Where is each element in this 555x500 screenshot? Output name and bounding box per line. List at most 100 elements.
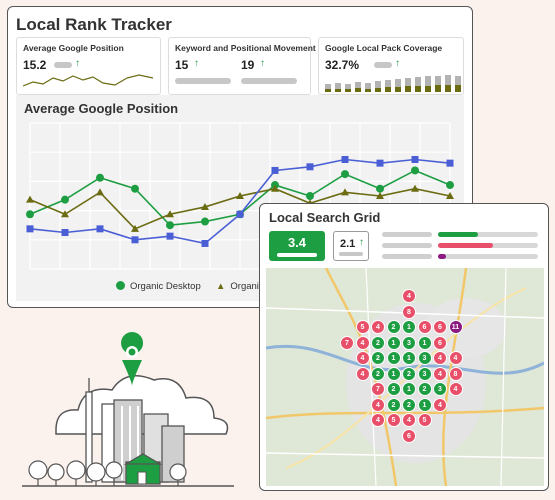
- grid-pin[interactable]: 4: [433, 366, 447, 381]
- grid-pin[interactable]: 2: [402, 397, 416, 412]
- grid-pin[interactable]: 8: [448, 366, 463, 381]
- grid-pin[interactable]: 5: [386, 413, 401, 427]
- grid-pin[interactable]: 4: [448, 351, 463, 365]
- data-point[interactable]: [411, 156, 419, 163]
- grid-pin[interactable]: 1: [386, 335, 401, 350]
- data-point[interactable]: [131, 224, 139, 232]
- data-point[interactable]: [376, 159, 384, 167]
- city-illustration: [22, 332, 234, 487]
- data-point[interactable]: [166, 210, 174, 218]
- grid-pin[interactable]: 1: [402, 351, 416, 365]
- grid-pin[interactable]: 4: [402, 289, 416, 303]
- grid-pin[interactable]: 6: [433, 335, 447, 350]
- data-point[interactable]: [376, 192, 384, 199]
- metric-avg-position[interactable]: Average Google Position 15.2 ↑: [16, 37, 161, 95]
- data-point[interactable]: [236, 192, 244, 199]
- grid-pin[interactable]: 1: [386, 366, 401, 381]
- metric-keyword-movement[interactable]: Keyword and Positional Movement 15 ↑ 19 …: [168, 37, 316, 95]
- data-point[interactable]: [96, 173, 104, 182]
- data-point[interactable]: [341, 188, 349, 196]
- grid-pin[interactable]: 6: [433, 320, 447, 334]
- data-point[interactable]: [26, 210, 34, 219]
- data-point[interactable]: [446, 159, 454, 167]
- data-point[interactable]: [411, 184, 419, 192]
- coverage-bars: [325, 75, 461, 92]
- data-point[interactable]: [201, 202, 209, 210]
- data-point[interactable]: [446, 181, 454, 190]
- grid-pin[interactable]: 6: [417, 320, 432, 334]
- grid-pin[interactable]: 2: [371, 335, 385, 350]
- grid-pin[interactable]: 2: [371, 366, 385, 381]
- grid-pin[interactable]: 4: [355, 366, 370, 381]
- metric-pack-coverage-value: 32.7%: [325, 58, 360, 72]
- grid-pin[interactable]: 2: [386, 397, 401, 412]
- grid-pin[interactable]: 7: [371, 382, 385, 396]
- rank-bar-fill: [438, 232, 478, 237]
- data-point[interactable]: [201, 239, 209, 247]
- grid-pin[interactable]: 2: [402, 366, 416, 381]
- rank-bar-fill: [438, 243, 493, 248]
- data-point[interactable]: [61, 195, 69, 204]
- grid-score-second[interactable]: 2.1 ↑: [333, 231, 369, 261]
- grid-pin[interactable]: 4: [371, 320, 385, 334]
- search-grid-map[interactable]: 4 8 5 4 2 1 6 6 11 7 4 2 1 3 1 6 4 2 1 1 3 4 4 4 2 1 2 3 4 8 7 2 1 2 3 4 4 2 2…: [266, 268, 544, 486]
- grid-pin[interactable]: 2: [386, 320, 401, 334]
- grid-pin[interactable]: 3: [433, 382, 447, 396]
- data-point[interactable]: [446, 192, 454, 199]
- metric-pack-coverage[interactable]: Google Local Pack Coverage 32.7% ↑: [318, 37, 464, 95]
- metric-pill: [175, 78, 231, 84]
- data-point[interactable]: [131, 184, 139, 193]
- data-point[interactable]: [411, 166, 419, 175]
- grid-pin[interactable]: 1: [417, 397, 432, 412]
- grid-pin[interactable]: 4: [355, 335, 370, 350]
- score-bar: [277, 253, 317, 257]
- data-point[interactable]: [271, 184, 279, 192]
- grid-pin[interactable]: 4: [402, 413, 416, 427]
- data-point[interactable]: [306, 163, 314, 171]
- data-point[interactable]: [26, 195, 34, 203]
- grid-pin[interactable]: 4: [433, 397, 447, 412]
- grid-pin[interactable]: 11: [448, 320, 463, 334]
- grid-pin[interactable]: 2: [371, 351, 385, 365]
- grid-pin[interactable]: 3: [417, 351, 432, 365]
- grid-pin[interactable]: 7: [340, 335, 354, 350]
- data-point[interactable]: [61, 229, 69, 236]
- data-point[interactable]: [341, 156, 349, 163]
- grid-pin[interactable]: 1: [402, 320, 416, 334]
- grid-pin[interactable]: 8: [402, 304, 416, 319]
- data-point[interactable]: [96, 188, 104, 196]
- data-point[interactable]: [376, 184, 384, 193]
- data-point[interactable]: [96, 225, 104, 233]
- grid-pin[interactable]: 3: [402, 335, 416, 350]
- grid-pin[interactable]: 4: [448, 382, 463, 396]
- data-point[interactable]: [271, 166, 279, 174]
- arrow-up-icon: ↑: [260, 58, 265, 69]
- data-point[interactable]: [201, 217, 209, 226]
- grid-pin[interactable]: 2: [386, 382, 401, 396]
- grid-pin[interactable]: 4: [355, 351, 370, 365]
- data-point[interactable]: [61, 210, 69, 218]
- data-point[interactable]: [236, 210, 244, 218]
- grid-pin[interactable]: 1: [402, 382, 416, 396]
- score-bar: [339, 252, 363, 256]
- grid-pin[interactable]: 4: [371, 397, 385, 412]
- grid-pin[interactable]: 4: [371, 413, 385, 427]
- grid-score-main[interactable]: 3.4: [269, 231, 325, 261]
- grid-pin[interactable]: 2: [417, 382, 432, 396]
- grid-pin[interactable]: 1: [417, 335, 432, 350]
- metric-avg-position-label: Average Google Position: [23, 43, 124, 53]
- data-point[interactable]: [131, 236, 139, 244]
- data-point[interactable]: [306, 192, 314, 200]
- data-point[interactable]: [166, 232, 174, 240]
- grid-pin[interactable]: 4: [433, 351, 447, 365]
- grid-pin[interactable]: 6: [402, 428, 416, 443]
- grid-pin[interactable]: 5: [417, 413, 432, 427]
- grid-pin[interactable]: 1: [386, 351, 401, 365]
- data-point[interactable]: [341, 170, 349, 179]
- data-point[interactable]: [166, 221, 174, 230]
- metric-keyword-value-b: 19: [241, 58, 255, 72]
- data-point[interactable]: [26, 225, 34, 233]
- legend-line: [382, 232, 432, 237]
- grid-pin[interactable]: 5: [355, 320, 370, 334]
- grid-pin[interactable]: 3: [417, 366, 432, 381]
